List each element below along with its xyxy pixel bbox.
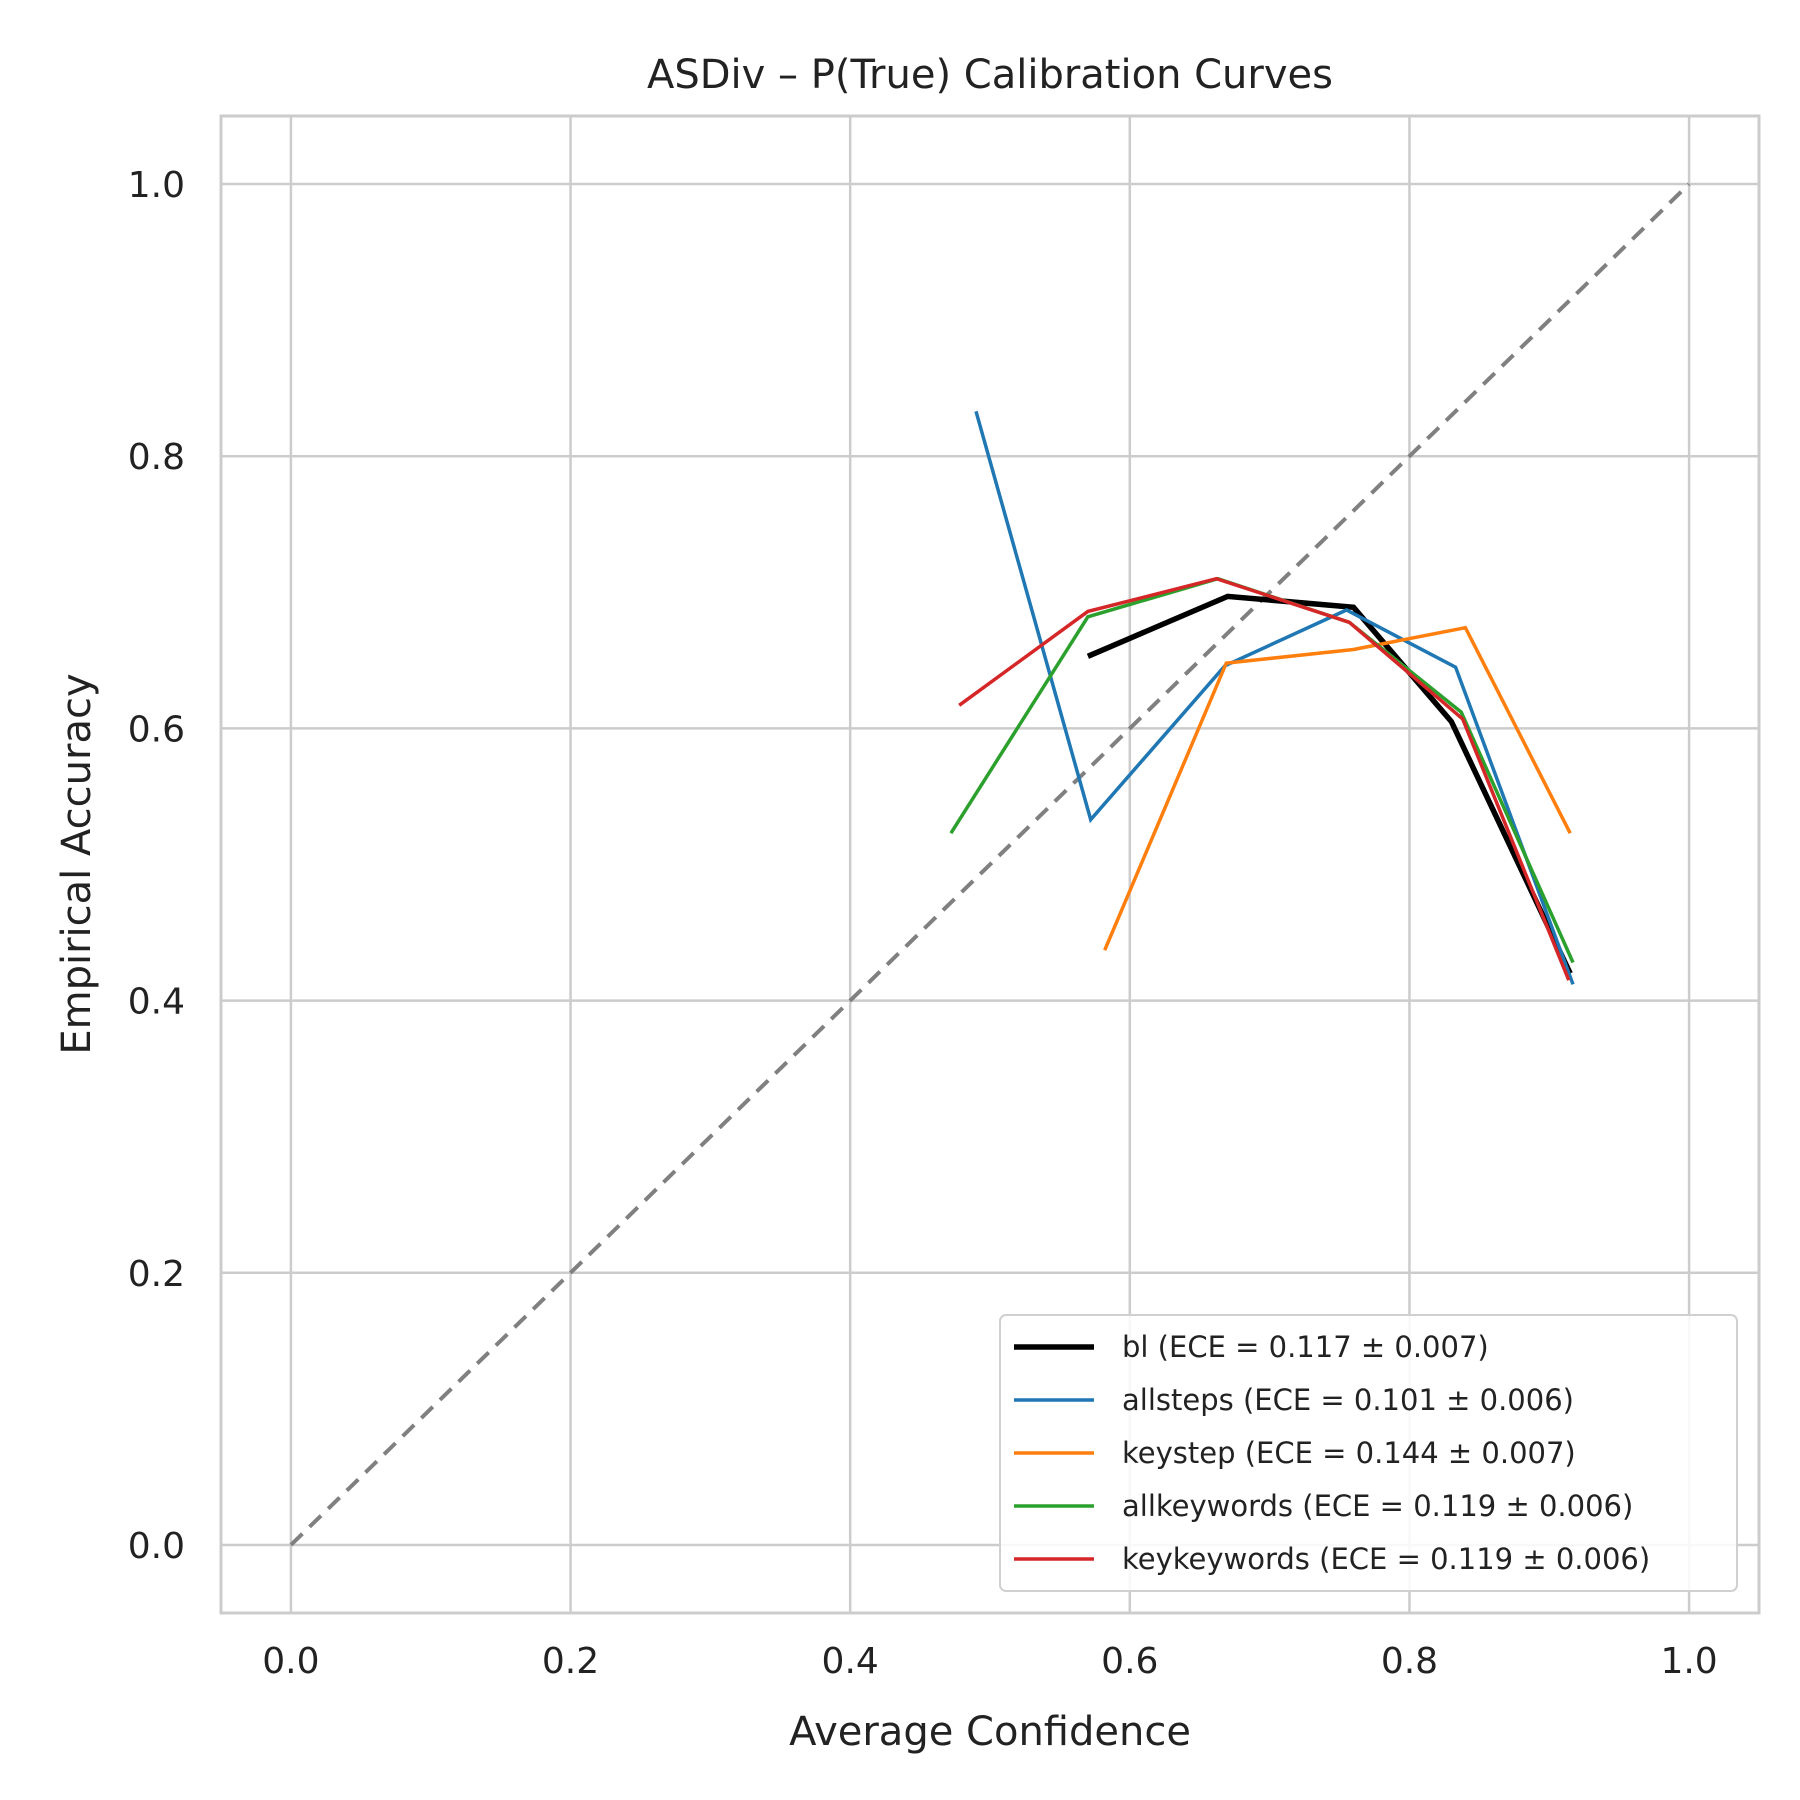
- chart-title: ASDiv – P(True) Calibration Curves: [647, 52, 1333, 98]
- series-line-0: [1086, 593, 1573, 975]
- legend-entry-3: allkeywords (ECE = 0.119 ± 0.006): [1122, 1489, 1633, 1523]
- x-tick-label: 0.0: [262, 1641, 319, 1682]
- series-line-4: [958, 576, 1571, 981]
- x-tick-label: 1.0: [1660, 1641, 1717, 1682]
- legend: bl (ECE = 0.117 ± 0.007) allsteps (ECE = …: [999, 1314, 1738, 1592]
- y-tick-label: 0.0: [128, 1526, 185, 1567]
- y-tick-label: 1.0: [128, 165, 185, 206]
- legend-entry-4: keykeywords (ECE = 0.119 ± 0.006): [1122, 1542, 1650, 1576]
- series-line-1: [974, 410, 1575, 985]
- y-tick-labels: 0.0 0.2 0.4 0.6 0.8 1.0: [128, 165, 185, 1567]
- plot-area-frame: [219, 114, 1761, 1615]
- perfect-calibration-line: [289, 182, 1691, 1547]
- legend-entry-2: keystep (ECE = 0.144 ± 0.007): [1122, 1436, 1576, 1470]
- x-tick-labels: 0.0 0.2 0.4 0.6 0.8 1.0: [262, 1641, 1717, 1682]
- legend-box: [999, 1314, 1738, 1592]
- x-tick-label: 0.2: [542, 1641, 599, 1682]
- series-lines: [949, 410, 1575, 985]
- y-tick-label: 0.8: [128, 437, 185, 478]
- legend-entry-1: allsteps (ECE = 0.101 ± 0.006): [1122, 1383, 1574, 1417]
- x-axis-label: Average Confidence: [789, 1709, 1191, 1755]
- legend-entry-0: bl (ECE = 0.117 ± 0.007): [1122, 1330, 1489, 1364]
- reference-line-group: [289, 182, 1691, 1547]
- y-tick-label: 0.2: [128, 1254, 185, 1295]
- x-tick-label: 0.4: [822, 1641, 879, 1682]
- x-tick-label: 0.8: [1381, 1641, 1438, 1682]
- series-line-2: [1103, 625, 1572, 951]
- y-axis-label: Empirical Accuracy: [54, 673, 100, 1054]
- x-tick-label: 0.6: [1101, 1641, 1158, 1682]
- y-tick-label: 0.6: [128, 709, 185, 750]
- y-tick-label: 0.4: [128, 982, 185, 1023]
